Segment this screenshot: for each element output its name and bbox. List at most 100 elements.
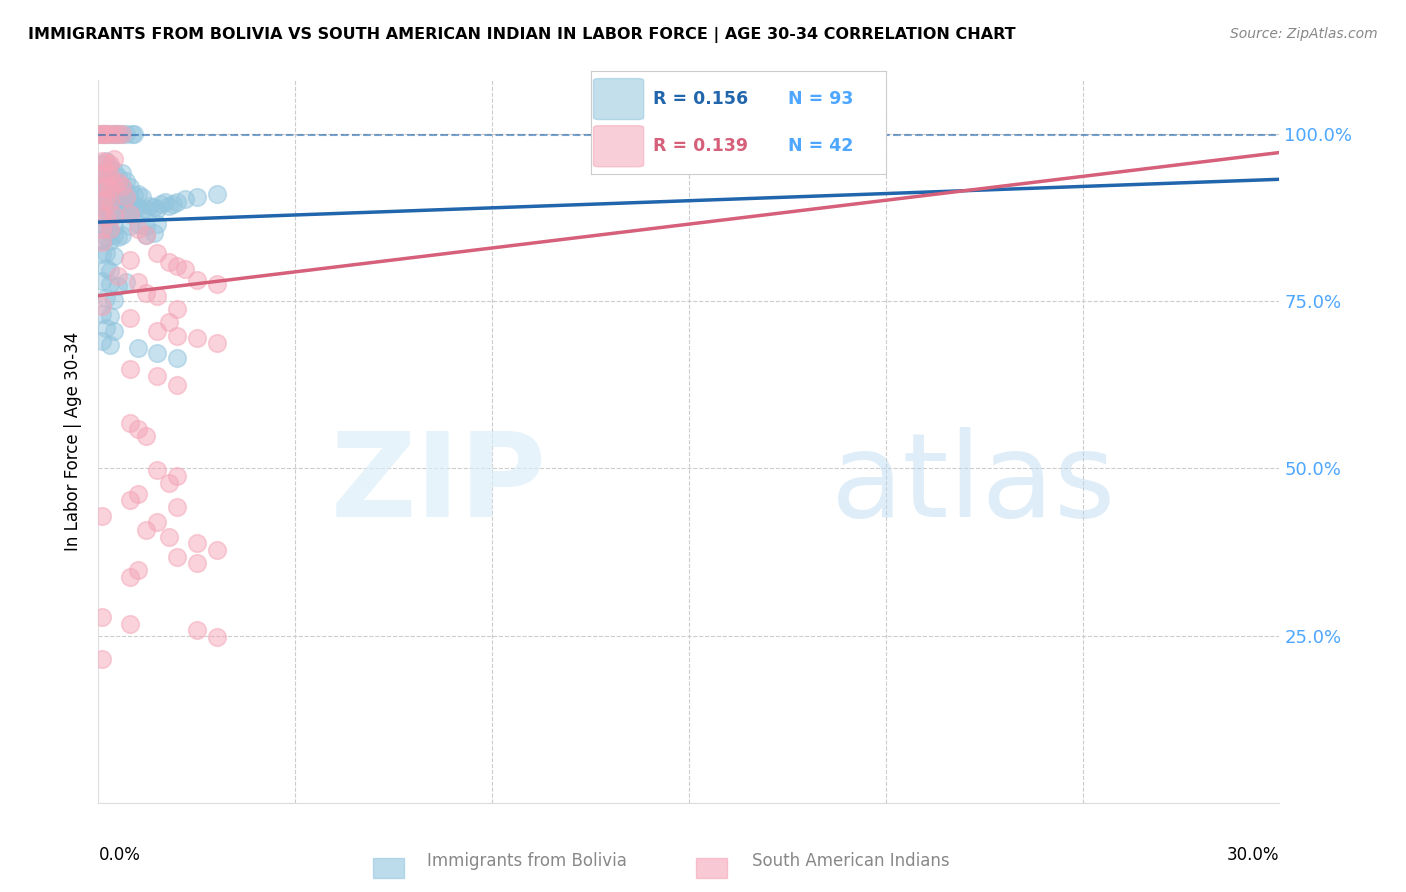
Point bbox=[96, 127, 118, 141]
Point bbox=[89, 127, 111, 141]
Point bbox=[89, 127, 111, 141]
Point bbox=[166, 500, 188, 514]
Point bbox=[103, 249, 125, 263]
Point bbox=[105, 127, 128, 141]
Point bbox=[118, 180, 141, 194]
FancyBboxPatch shape bbox=[593, 126, 644, 167]
Point bbox=[127, 217, 149, 231]
Point bbox=[91, 180, 114, 194]
Point bbox=[118, 207, 141, 221]
Text: IMMIGRANTS FROM BOLIVIA VS SOUTH AMERICAN INDIAN IN LABOR FORCE | AGE 30-34 CORR: IMMIGRANTS FROM BOLIVIA VS SOUTH AMERICA… bbox=[28, 27, 1015, 43]
Point bbox=[107, 268, 129, 283]
Point bbox=[91, 170, 114, 185]
Point bbox=[205, 277, 228, 292]
Point bbox=[96, 291, 118, 305]
Point bbox=[98, 264, 121, 278]
FancyBboxPatch shape bbox=[593, 78, 644, 120]
Y-axis label: In Labor Force | Age 30-34: In Labor Force | Age 30-34 bbox=[65, 332, 83, 551]
Point bbox=[118, 493, 141, 508]
Point bbox=[127, 187, 149, 202]
Point bbox=[98, 195, 121, 210]
Point bbox=[91, 201, 114, 215]
Point bbox=[98, 184, 121, 198]
Point bbox=[91, 509, 114, 524]
Point bbox=[122, 202, 145, 216]
Point bbox=[166, 469, 188, 483]
Point bbox=[98, 182, 121, 196]
Point bbox=[98, 234, 121, 248]
Point bbox=[111, 179, 134, 194]
Point bbox=[127, 276, 149, 290]
Point bbox=[96, 179, 118, 194]
Point bbox=[166, 351, 188, 365]
Point bbox=[107, 182, 129, 196]
Point bbox=[111, 190, 134, 204]
Point bbox=[174, 193, 197, 207]
Point bbox=[157, 199, 180, 213]
Point bbox=[93, 127, 115, 141]
Point bbox=[91, 235, 114, 250]
Point bbox=[96, 127, 118, 141]
Text: N = 93: N = 93 bbox=[789, 90, 853, 108]
Point bbox=[91, 233, 114, 247]
Point bbox=[118, 570, 141, 584]
Point bbox=[107, 170, 129, 185]
Point bbox=[146, 202, 169, 216]
Point bbox=[96, 155, 118, 169]
Text: R = 0.139: R = 0.139 bbox=[652, 137, 748, 155]
Point bbox=[91, 652, 114, 666]
Point bbox=[150, 197, 173, 211]
Point bbox=[96, 246, 118, 260]
Point bbox=[96, 197, 118, 211]
Point bbox=[103, 163, 125, 178]
Point bbox=[127, 487, 149, 501]
Point bbox=[96, 211, 118, 225]
Point bbox=[146, 346, 169, 360]
Point bbox=[96, 166, 118, 180]
Point bbox=[118, 310, 141, 325]
Point bbox=[118, 362, 141, 376]
Point bbox=[103, 207, 125, 221]
Point bbox=[91, 307, 114, 322]
Point bbox=[96, 193, 118, 207]
Point bbox=[118, 416, 141, 430]
Point bbox=[111, 179, 134, 194]
Point bbox=[166, 377, 188, 392]
Point bbox=[115, 173, 138, 188]
Point bbox=[142, 201, 165, 215]
Point bbox=[186, 623, 208, 637]
Point bbox=[98, 203, 121, 218]
Point bbox=[122, 188, 145, 202]
Point bbox=[127, 423, 149, 437]
Point bbox=[186, 273, 208, 287]
Point bbox=[103, 324, 125, 338]
Point bbox=[115, 276, 138, 290]
Point bbox=[127, 201, 149, 215]
Point bbox=[135, 228, 157, 243]
Point bbox=[186, 190, 208, 204]
Point bbox=[115, 195, 138, 210]
Point bbox=[146, 369, 169, 384]
Point bbox=[107, 206, 129, 220]
Point bbox=[127, 222, 149, 236]
Point bbox=[157, 255, 180, 269]
Point bbox=[93, 127, 115, 141]
Point bbox=[98, 212, 121, 227]
Point bbox=[98, 309, 121, 323]
Point bbox=[91, 222, 114, 236]
Point bbox=[146, 217, 169, 231]
Point bbox=[146, 515, 169, 529]
Point bbox=[135, 219, 157, 234]
Point bbox=[162, 197, 184, 211]
Point bbox=[205, 187, 228, 202]
Point bbox=[131, 190, 153, 204]
Point bbox=[127, 341, 149, 355]
Point bbox=[103, 127, 125, 141]
Point bbox=[98, 337, 121, 351]
Point bbox=[157, 316, 180, 330]
Point bbox=[91, 247, 114, 261]
Point bbox=[115, 184, 138, 198]
Point bbox=[91, 153, 114, 168]
Point bbox=[111, 228, 134, 243]
Point bbox=[96, 321, 118, 335]
